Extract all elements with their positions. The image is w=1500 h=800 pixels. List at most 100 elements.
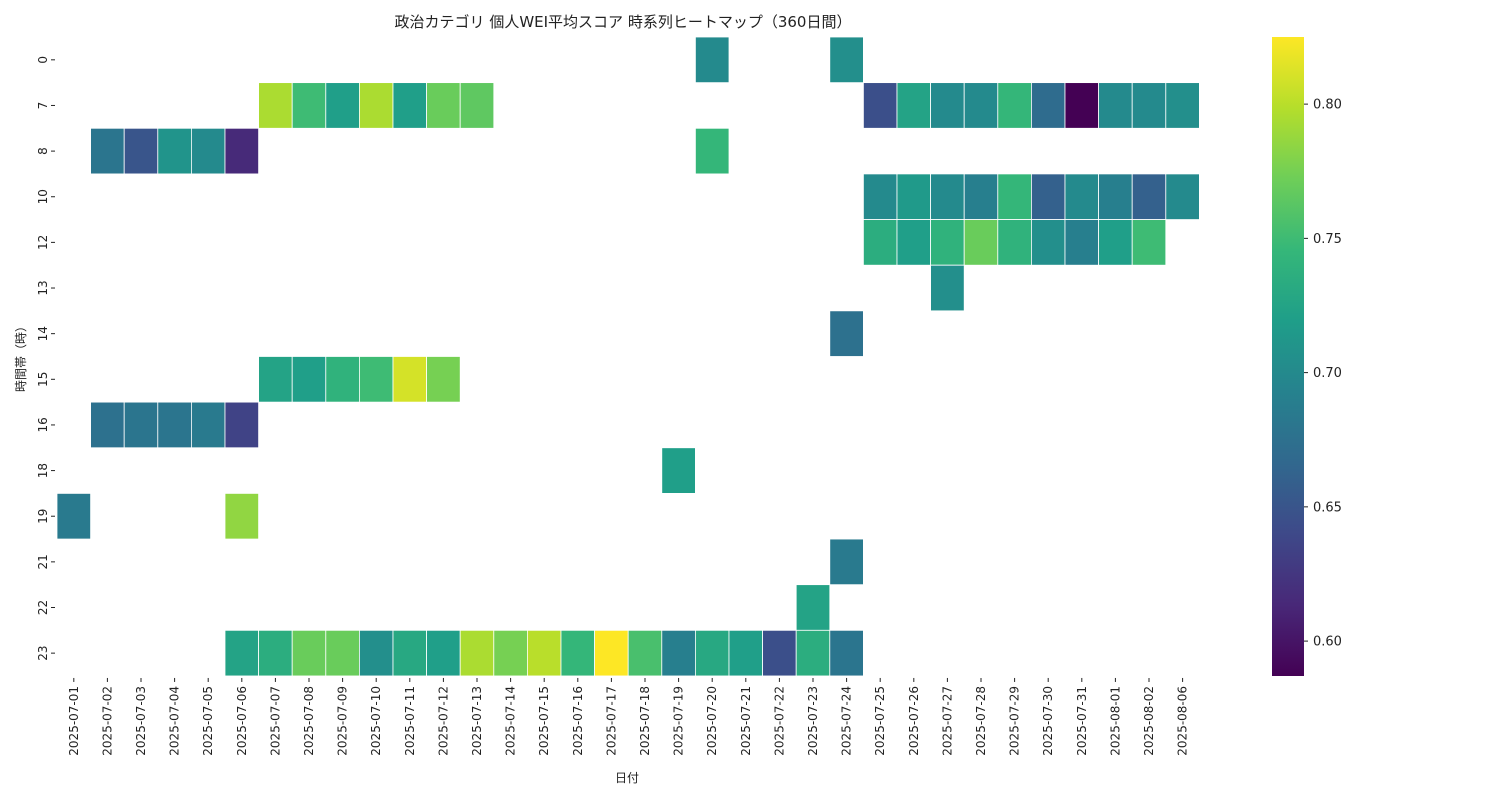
heatmap-cell [224, 629, 259, 677]
y-tick-label: 7 [36, 102, 50, 110]
heatmap-cell [896, 173, 931, 220]
colorbar-tick-label: 0.80 [1313, 98, 1342, 113]
x-tick-label: 2025-07-09 [336, 686, 350, 756]
heatmap-cell [661, 447, 696, 494]
heatmap-cell [358, 629, 394, 677]
x-tick-label: 2025-07-23 [806, 686, 820, 756]
x-axis-label: 日付 [615, 771, 639, 785]
x-tick-label: 2025-07-15 [537, 686, 551, 756]
heatmap-cell [258, 629, 293, 677]
heatmap-cell [829, 629, 864, 677]
y-axis-label: 時間帯（時） [14, 320, 28, 392]
heatmap-cell [896, 219, 931, 266]
heatmap-cell [426, 356, 461, 403]
heatmap-cell [1031, 173, 1066, 220]
heatmap-cell [829, 36, 864, 84]
heatmap-cell [291, 629, 327, 677]
heatmap-cell [493, 629, 528, 677]
x-tick-label: 2025-07-08 [302, 686, 316, 756]
heatmap-cell [963, 82, 999, 129]
heatmap-grid [56, 36, 1200, 677]
heatmap-cell [560, 629, 595, 677]
heatmap-cell [695, 127, 730, 175]
heatmap-cell [190, 127, 226, 175]
y-tick-label: 15 [36, 372, 50, 387]
x-tick-label: 2025-07-28 [974, 686, 988, 756]
heatmap-cell [963, 173, 999, 220]
heatmap-cell [1031, 219, 1066, 266]
heatmap-cell [997, 173, 1032, 220]
x-tick-label: 2025-07-14 [504, 686, 518, 756]
heatmap-cell [1131, 219, 1167, 266]
heatmap-cell [930, 173, 965, 220]
heatmap-cell [291, 82, 327, 129]
heatmap-cell [762, 629, 797, 677]
heatmap-cell [930, 264, 965, 312]
x-tick-label: 2025-07-02 [100, 686, 114, 756]
heatmap-cell [1098, 82, 1133, 129]
heatmap-cell [190, 401, 226, 449]
heatmap-cell [325, 629, 360, 677]
heatmap-cell [795, 584, 831, 631]
heatmap-cell [258, 356, 293, 403]
heatmap-cell [728, 629, 763, 677]
heatmap-cell [930, 82, 965, 129]
heatmap-cell [1064, 82, 1099, 129]
heatmap-cell [829, 538, 864, 586]
heatmap-cell [426, 82, 461, 129]
heatmap-cell [157, 401, 192, 449]
heatmap-cell [997, 82, 1032, 129]
y-tick-label: 13 [36, 280, 50, 295]
x-tick-label: 2025-07-19 [672, 686, 686, 756]
x-tick-label: 2025-07-25 [873, 686, 887, 756]
heatmap-cell [661, 629, 696, 677]
heatmap-cell [358, 82, 394, 129]
heatmap-cell [1031, 82, 1066, 129]
heatmap-cell [997, 219, 1032, 266]
colorbar-tick-label: 0.75 [1313, 232, 1342, 247]
heatmap-cell [1131, 82, 1167, 129]
heatmap-cell [930, 219, 965, 266]
x-tick-label: 2025-07-31 [1075, 686, 1089, 756]
x-tick-label: 2025-07-22 [772, 686, 786, 756]
heatmap-cell [224, 127, 259, 175]
heatmap-cell [527, 629, 562, 677]
heatmap-cell [1064, 219, 1099, 266]
heatmap-cell [627, 629, 663, 677]
heatmap-cell [392, 356, 427, 403]
heatmap-cell [90, 401, 125, 449]
heatmap-cell [1131, 173, 1167, 220]
heatmap-cell [123, 127, 159, 175]
y-tick-label: 8 [36, 147, 50, 155]
heatmap-cell [392, 629, 427, 677]
heatmap-cell [325, 356, 360, 403]
x-tick-label: 2025-07-20 [705, 686, 719, 756]
heatmap-cell [695, 36, 730, 84]
x-tick-label: 2025-07-21 [739, 686, 753, 756]
heatmap-cell [1165, 173, 1200, 220]
y-tick-label: 10 [36, 189, 50, 204]
heatmap-cell [594, 629, 629, 677]
heatmap-cell [795, 629, 831, 677]
x-tick-label: 2025-07-03 [134, 686, 148, 756]
heatmap-cell [56, 492, 91, 540]
x-tick-label: 2025-07-16 [571, 686, 585, 756]
x-tick-label: 2025-08-01 [1108, 686, 1122, 756]
x-tick-label: 2025-07-26 [907, 686, 921, 756]
heatmap-cell [157, 127, 192, 175]
heatmap-cell [863, 219, 898, 266]
x-tick-label: 2025-07-05 [201, 686, 215, 756]
heatmap-cell [695, 629, 730, 677]
colorbar-tick-label: 0.60 [1313, 635, 1342, 650]
x-tick-label: 2025-07-07 [268, 686, 282, 756]
x-tick-label: 2025-07-17 [604, 686, 618, 756]
heatmap-cell [90, 127, 125, 175]
heatmap-cell [1165, 82, 1200, 129]
x-tick-label: 2025-08-06 [1176, 686, 1190, 756]
chart-title: 政治カテゴリ 個人WEI平均スコア 時系列ヒートマップ（360日間） [395, 13, 852, 31]
y-tick-label: 19 [36, 509, 50, 524]
y-tick-label: 16 [36, 417, 50, 432]
y-tick-label: 21 [36, 554, 50, 569]
y-tick-label: 12 [36, 235, 50, 250]
